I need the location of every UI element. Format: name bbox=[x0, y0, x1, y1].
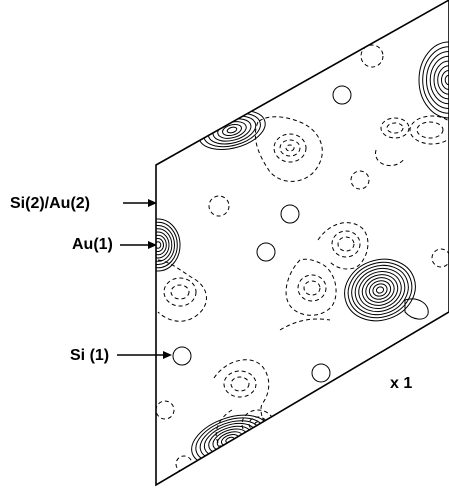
contour-ring bbox=[156, 234, 167, 256]
label-si2-au2: Si(2)/Au(2) bbox=[10, 195, 157, 212]
dashed-trio-upper bbox=[254, 116, 323, 182]
label-si1-text: Si (1) bbox=[70, 347, 109, 364]
contour-ring bbox=[358, 271, 402, 309]
contour-ring bbox=[344, 258, 416, 322]
contour-ring bbox=[441, 70, 449, 90]
contour-ring bbox=[156, 218, 181, 272]
dashed-trio-left bbox=[157, 259, 207, 322]
contour-ring bbox=[444, 74, 449, 86]
contour-ring bbox=[354, 267, 406, 313]
contour-ring bbox=[156, 231, 170, 259]
contour-ring bbox=[226, 126, 238, 134]
contour-ring bbox=[426, 51, 449, 109]
unit-cell-outline bbox=[155, 0, 449, 487]
label-au1: Au(1) bbox=[72, 236, 157, 253]
contour-ring bbox=[199, 420, 261, 460]
scale-label: x 1 bbox=[390, 375, 412, 392]
contour-ring bbox=[351, 264, 409, 316]
contour-ring bbox=[433, 60, 449, 100]
central-peak-au bbox=[344, 258, 416, 322]
contour-ring bbox=[156, 228, 173, 262]
small-dashed-minima bbox=[156, 170, 449, 473]
contour-ring bbox=[156, 221, 178, 269]
contour-ring bbox=[156, 241, 162, 249]
contour-ring bbox=[429, 55, 449, 105]
contour-ring bbox=[207, 115, 257, 145]
contour-ring bbox=[368, 280, 392, 300]
label-si1: Si (1) bbox=[70, 347, 172, 364]
contour-ring bbox=[437, 65, 449, 95]
contour-ring bbox=[203, 422, 257, 458]
contour-ring bbox=[422, 46, 449, 114]
contour-ring bbox=[372, 283, 388, 297]
contour-ring bbox=[375, 286, 385, 294]
contour-ring bbox=[222, 123, 242, 137]
contour-ring bbox=[212, 428, 248, 452]
label-au1-text: Au(1) bbox=[72, 236, 113, 253]
edge-peak-top-left bbox=[198, 110, 266, 150]
contour-ring bbox=[198, 110, 266, 150]
dashed-trio-center bbox=[279, 222, 369, 331]
label-si2-au2-text: Si(2)/Au(2) bbox=[10, 195, 90, 212]
contour-ring bbox=[361, 274, 399, 306]
contour-ring bbox=[347, 261, 413, 319]
dashed-lobes-top-right bbox=[360, 44, 449, 167]
contour-ring bbox=[418, 41, 449, 119]
corner-peak-top-right bbox=[418, 41, 449, 119]
contour-ring bbox=[365, 277, 395, 303]
contour-ring bbox=[156, 238, 164, 252]
contour-ring bbox=[156, 225, 175, 265]
edge-peak-au1 bbox=[156, 218, 181, 272]
contour-plot bbox=[156, 41, 449, 479]
small-solid-peaks bbox=[172, 85, 352, 479]
